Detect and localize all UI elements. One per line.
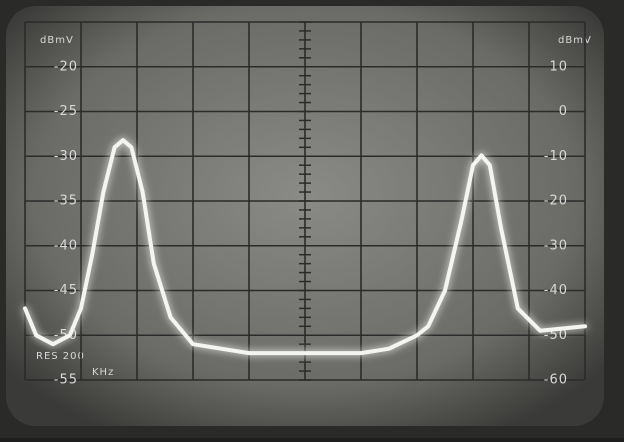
y-tick-label: -55 [54, 373, 78, 388]
annotation: KHz [92, 367, 114, 378]
y2-tick-label: -10 [544, 149, 568, 164]
y-tick-label: -45 [54, 283, 78, 298]
y2-axis-label: dBmV [558, 35, 592, 46]
y2-tick-label: 10 [549, 59, 568, 74]
y2-tick-label: -40 [544, 283, 568, 298]
annotation: RES 200 [36, 351, 85, 362]
y-tick-label: -40 [54, 238, 78, 253]
y2-tick-label: -30 [544, 238, 568, 253]
y-tick-label: -25 [54, 104, 78, 119]
y-tick-label: -35 [54, 194, 78, 209]
y2-tick-label: 0 [559, 104, 568, 119]
y2-tick-label: -60 [544, 373, 568, 388]
y2-tick-label: -20 [544, 194, 568, 209]
y-tick-label: -20 [54, 59, 78, 74]
trace [23, 138, 587, 356]
y-axis-label: dBmV [40, 35, 74, 46]
y-tick-label: -30 [54, 149, 78, 164]
